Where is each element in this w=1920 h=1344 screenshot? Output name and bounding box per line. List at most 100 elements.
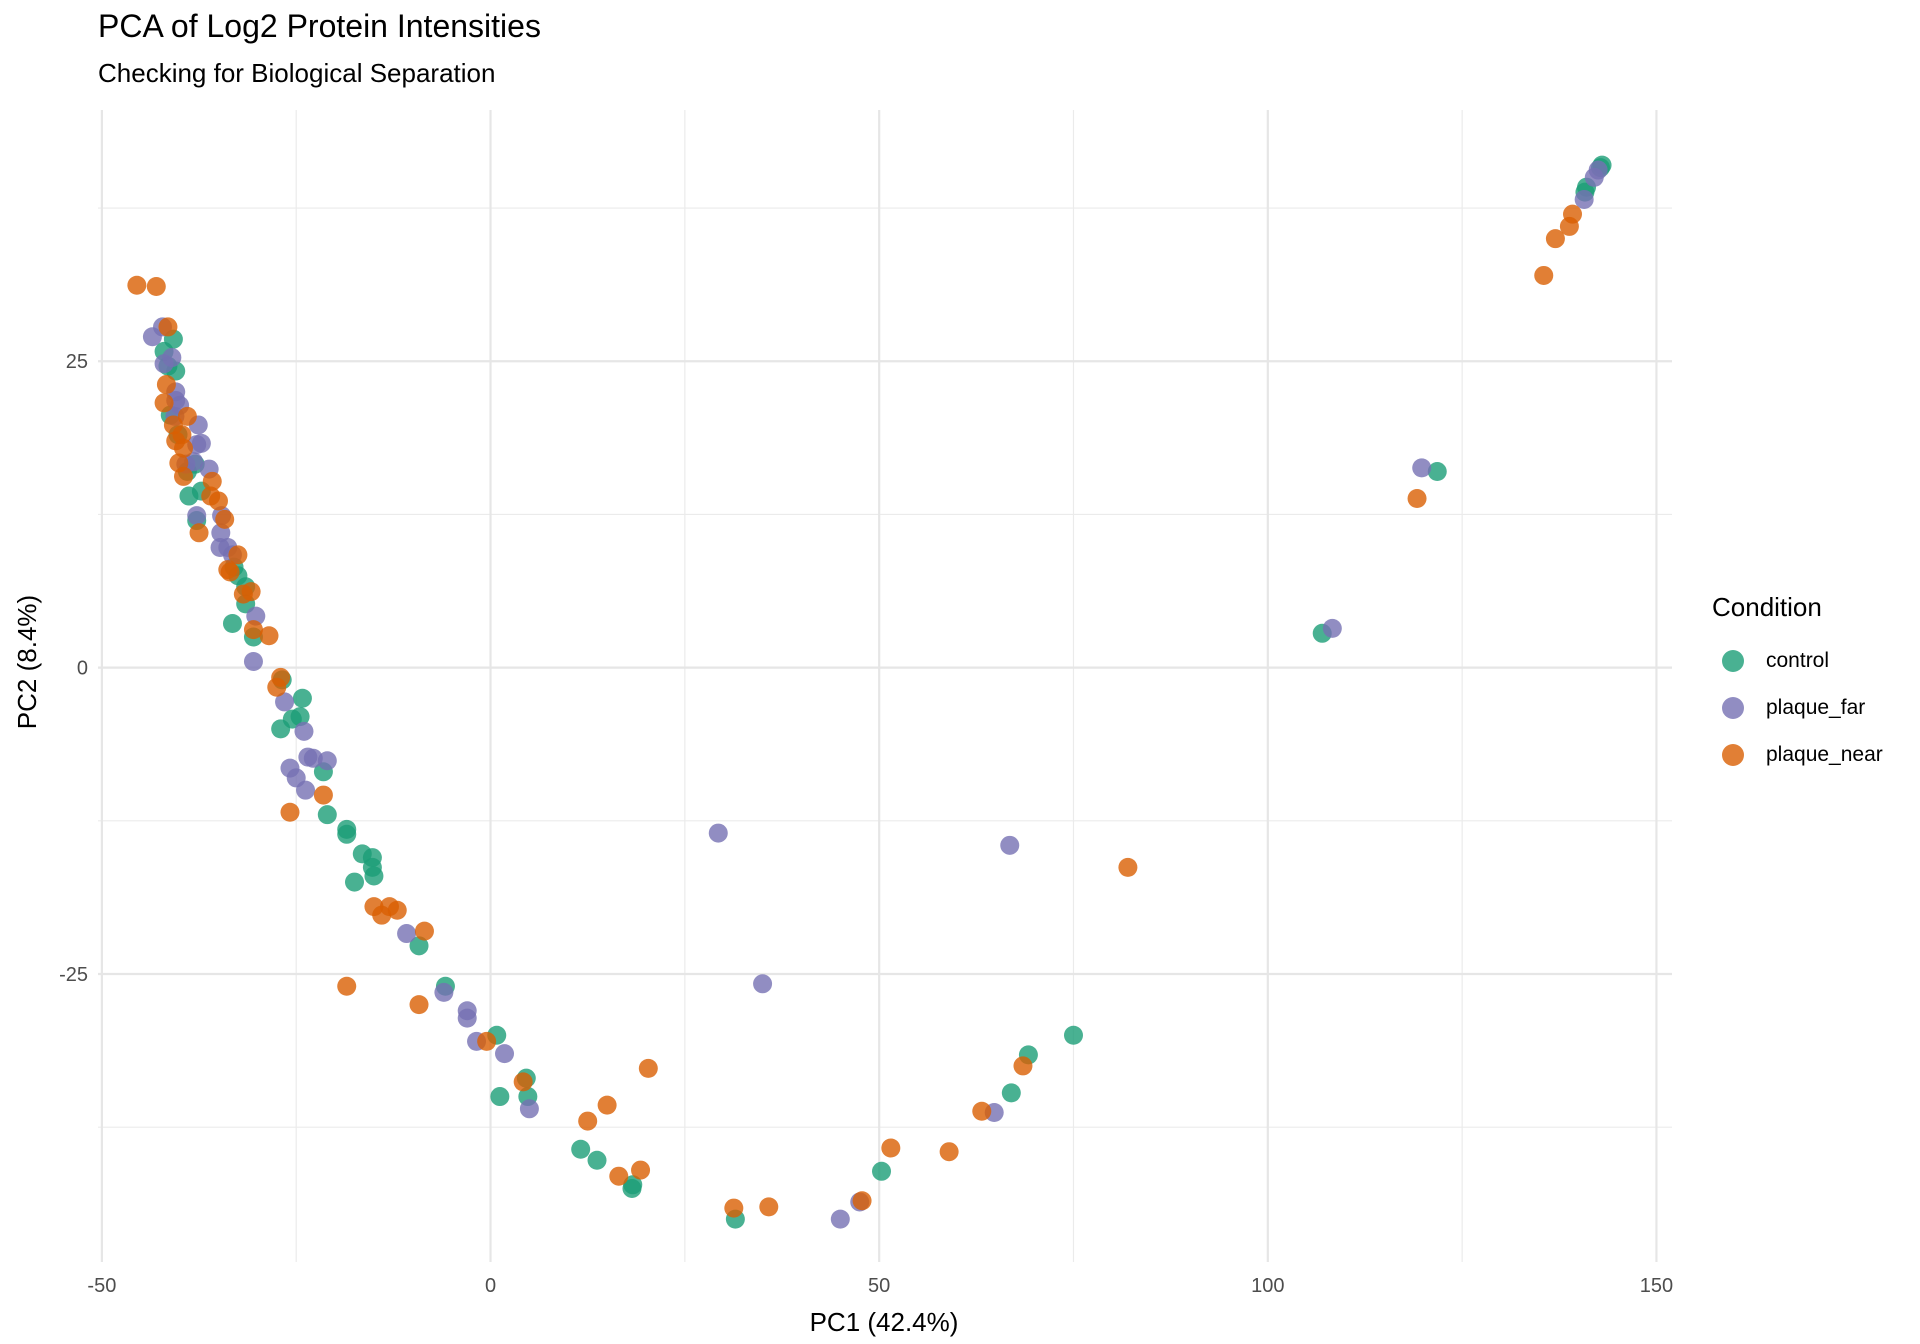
- point-plaque-near: [1013, 1056, 1033, 1076]
- point-plaque-far: [495, 1044, 515, 1064]
- point-plaque-near: [1118, 857, 1138, 877]
- x-tick-label: -50: [87, 1275, 116, 1297]
- point-plaque-near: [243, 620, 263, 640]
- point-plaque-near: [939, 1142, 959, 1162]
- point-plaque-far: [243, 651, 263, 671]
- point-plaque-far: [294, 721, 314, 741]
- point-control: [490, 1087, 510, 1107]
- point-plaque-near: [387, 900, 407, 920]
- point-control: [1001, 1083, 1021, 1103]
- point-control: [222, 613, 242, 633]
- legend: Condition control plaque_far plaque_near: [1712, 592, 1883, 778]
- legend-swatch-plaque-near: [1722, 743, 1744, 766]
- chart-subtitle: Checking for Biological Separation: [98, 58, 496, 88]
- point-plaque-near: [852, 1191, 872, 1211]
- x-tick-label: 150: [1640, 1275, 1673, 1297]
- point-plaque-near: [337, 976, 357, 996]
- point-plaque-near: [414, 921, 434, 941]
- point-plaque-near: [638, 1058, 658, 1078]
- point-plaque-near: [158, 317, 178, 337]
- point-plaque-far: [519, 1099, 539, 1119]
- point-plaque-near: [1407, 488, 1427, 508]
- point-plaque-near: [609, 1166, 629, 1186]
- point-plaque-near: [759, 1197, 779, 1217]
- point-control: [571, 1139, 591, 1159]
- x-tick-label: 100: [1251, 1275, 1284, 1297]
- point-control: [1063, 1025, 1083, 1045]
- point-plaque-far: [457, 1008, 477, 1028]
- point-control: [179, 486, 199, 506]
- point-plaque-far: [753, 974, 773, 994]
- point-plaque-far: [296, 780, 316, 800]
- point-plaque-near: [202, 471, 222, 491]
- point-plaque-near: [313, 785, 333, 805]
- point-plaque-far: [187, 506, 207, 526]
- y-tick-label: -25: [59, 964, 88, 986]
- point-plaque-far: [830, 1209, 850, 1229]
- point-plaque-near: [127, 275, 147, 295]
- y-axis-title: PC2 (8.4%): [12, 595, 42, 729]
- point-plaque-far: [1588, 160, 1608, 180]
- legend-item-plaque-far: plaque_far: [1712, 684, 1883, 731]
- point-plaque-far: [162, 348, 182, 368]
- point-plaque-near: [241, 582, 261, 602]
- point-plaque-far: [1322, 618, 1342, 638]
- point-plaque-far: [317, 751, 337, 771]
- point-control: [292, 688, 312, 708]
- legend-label-plaque-near: plaque_near: [1766, 742, 1883, 766]
- legend-title: Condition: [1712, 592, 1822, 622]
- point-plaque-near: [146, 276, 166, 296]
- point-plaque-near: [208, 491, 228, 511]
- point-plaque-far: [303, 748, 323, 768]
- x-axis-ticks: -50 0 50 100 150: [87, 1275, 1673, 1297]
- legend-item-control: control: [1712, 637, 1883, 684]
- point-control: [317, 805, 337, 825]
- y-tick-label: 25: [66, 351, 88, 373]
- point-plaque-near: [267, 677, 287, 697]
- point-control: [364, 866, 384, 886]
- legend-label-plaque-far: plaque_far: [1766, 695, 1866, 719]
- major-gridlines: [98, 110, 1672, 1262]
- point-plaque-near: [513, 1072, 533, 1092]
- point-plaque-near: [1534, 265, 1554, 285]
- point-plaque-near: [881, 1138, 901, 1158]
- point-plaque-near: [1563, 204, 1583, 224]
- point-plaque-near: [220, 562, 240, 582]
- minor-gridlines: [98, 110, 1672, 1262]
- point-plaque-far: [708, 823, 728, 843]
- point-plaque-near: [174, 466, 194, 486]
- point-plaque-near: [228, 545, 248, 565]
- x-tick-label: 50: [868, 1275, 890, 1297]
- legend-label-control: control: [1766, 648, 1830, 672]
- point-control: [345, 872, 365, 892]
- point-plaque-near: [578, 1111, 598, 1131]
- point-plaque-near: [409, 995, 429, 1015]
- point-plaque-near: [724, 1198, 744, 1218]
- legend-swatch-plaque-far: [1722, 696, 1744, 719]
- x-tick-label: 0: [485, 1275, 496, 1297]
- y-axis-ticks: 25 0 -25: [59, 351, 88, 986]
- point-control: [337, 824, 357, 844]
- point-plaque-far: [434, 982, 454, 1002]
- point-plaque-far: [1412, 458, 1432, 478]
- y-tick-label: 0: [77, 658, 88, 680]
- point-control: [872, 1161, 892, 1181]
- point-plaque-far: [184, 452, 204, 472]
- point-plaque-far: [1574, 189, 1594, 209]
- point-plaque-near: [215, 509, 235, 529]
- point-plaque-near: [259, 626, 279, 646]
- point-plaque-near: [174, 438, 194, 458]
- point-plaque-near: [972, 1101, 992, 1121]
- point-plaque-near: [177, 406, 197, 426]
- chart-title: PCA of Log2 Protein Intensities: [98, 8, 541, 44]
- legend-item-plaque-near: plaque_near: [1712, 731, 1883, 778]
- legend-swatch-control: [1722, 649, 1744, 672]
- point-plaque-far: [275, 692, 295, 712]
- point-plaque-far: [397, 924, 417, 944]
- point-plaque-near: [154, 393, 174, 413]
- point-plaque-near: [156, 375, 176, 395]
- point-plaque-near: [477, 1031, 497, 1051]
- point-plaque-near: [1545, 229, 1565, 249]
- point-plaque-near: [280, 802, 300, 822]
